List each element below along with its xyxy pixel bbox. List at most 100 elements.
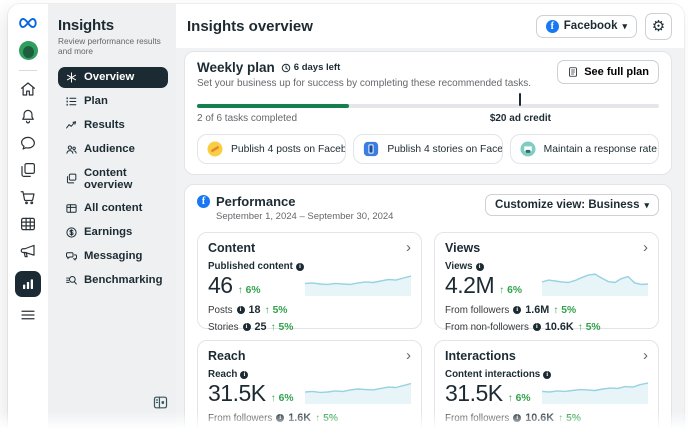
sidebar-item-overview[interactable]: Overview (58, 66, 168, 88)
sidebar-item-plan[interactable]: Plan (58, 91, 168, 112)
audience-people-icon (66, 145, 77, 154)
plan-clipboard-icon (569, 67, 578, 77)
info-icon[interactable]: i (475, 262, 484, 271)
metric-card-content[interactable]: Content › Published content i 46 ↑ 6% Pos… (197, 232, 422, 333)
sidebar-item-label: Benchmarking (84, 274, 163, 287)
metric-value: 4.2M (445, 272, 495, 298)
submetric-label: From followers (208, 412, 273, 424)
chevron-right-icon[interactable]: › (406, 239, 411, 256)
metric-value: 31.5K (445, 380, 503, 406)
inbox-chat-icon[interactable] (19, 134, 37, 152)
submetric-change: ↑ 5% (270, 321, 294, 333)
info-icon[interactable]: i (532, 323, 541, 331)
settings-gear-icon[interactable]: ⚙ (645, 12, 672, 40)
page-header: Insights overview f Facebook ▾ ⚙ (176, 4, 684, 48)
up-arrow-icon: ↑ (577, 321, 583, 333)
weekly-plan-title: Weekly plan (197, 60, 275, 75)
sidebar-item-benchmarking[interactable]: Benchmarking (58, 270, 168, 291)
progress-text: 2 of 6 tasks completed (197, 113, 298, 124)
submetric-value: 10.6K (545, 429, 574, 433)
metric-card-views[interactable]: Views › Views i 4.2M ↑ 6% From followers i… (434, 232, 659, 333)
task-publish-stories[interactable]: Publish 4 stories on Facebook (353, 134, 503, 164)
submetric-label: Stories (208, 321, 239, 333)
response-chat-icon (520, 141, 536, 157)
results-trend-icon (66, 120, 77, 129)
up-arrow-icon: ↑ (553, 304, 559, 316)
metric-change: ↑ 6% (499, 285, 523, 296)
submetric-label: From non-followers (445, 321, 529, 333)
up-arrow-icon: ↑ (264, 304, 270, 316)
sidebar-item-earnings[interactable]: Earnings (58, 222, 168, 243)
post-pencil-icon (207, 141, 223, 157)
info-icon[interactable]: i (242, 323, 251, 331)
metric-label: Reach (208, 369, 238, 380)
info-icon[interactable]: i (513, 414, 522, 422)
up-arrow-icon: ↑ (558, 412, 564, 424)
info-icon[interactable]: i (240, 370, 249, 379)
performance-card: f Performance September 1, 2024 – Septem… (184, 184, 672, 433)
chevron-right-icon[interactable]: › (643, 239, 648, 256)
task-label: Maintain a response rate of 50% (543, 143, 658, 155)
metric-value: 46 (208, 272, 233, 298)
sidebar-item-results[interactable]: Results (58, 115, 168, 136)
days-left-badge: 6 days left (281, 62, 340, 73)
task-response-rate[interactable]: Maintain a response rate of 50% (509, 134, 659, 164)
weekly-plan-subtitle: Set your business up for success by comp… (197, 78, 532, 89)
chevron-right-icon[interactable]: › (406, 347, 411, 364)
sidebar-item-all-content[interactable]: All content (58, 198, 168, 219)
up-arrow-icon: ↑ (237, 285, 243, 296)
metric-card-title: Views (445, 241, 481, 255)
commerce-cart-icon[interactable] (19, 188, 37, 206)
submetric-change: ↑ 5% (335, 430, 358, 433)
sidebar-item-audience[interactable]: Audience (58, 139, 168, 160)
content-copy-icon[interactable] (19, 161, 37, 179)
collapse-sidebar-icon[interactable] (152, 394, 169, 411)
customize-view-button[interactable]: Customize view: Business ▾ (485, 194, 659, 216)
weekly-plan-progress-bar (197, 93, 659, 108)
sparkline-chart (542, 273, 648, 296)
content-scroll-area: Weekly plan 6 days left Set your busines… (176, 48, 684, 433)
clock-icon (281, 63, 291, 72)
task-publish-posts[interactable]: Publish 4 posts on Facebook (197, 134, 347, 164)
metric-card-reach[interactable]: Reach › Reach i 31.5K ↑ 6% From followers… (197, 340, 422, 433)
submetric-change: ↑ 5% (577, 321, 601, 333)
metric-change: ↑ 6% (237, 285, 261, 296)
sidebar-item-label: Overview (84, 71, 135, 84)
info-icon[interactable]: i (513, 306, 522, 314)
page-selector-button[interactable]: f Facebook ▾ (535, 14, 637, 38)
info-icon[interactable]: i (276, 414, 285, 422)
facebook-logo-icon: f (545, 19, 559, 33)
metric-card-interactions[interactable]: Interactions › Content interactions i 31.… (434, 340, 659, 433)
submetric-value: 1.6M (525, 304, 550, 316)
task-label: Publish 4 stories on Facebook (387, 143, 503, 155)
insights-bar-chart-icon[interactable] (15, 271, 41, 297)
info-icon[interactable]: i (236, 306, 245, 314)
info-icon[interactable]: i (543, 370, 552, 379)
chevron-right-icon[interactable]: › (643, 347, 648, 364)
home-icon[interactable] (19, 80, 37, 98)
sparkline-chart (305, 382, 411, 404)
sidebar-item-label: Audience (84, 143, 135, 156)
sidebar-item-label: Content overview (84, 166, 133, 191)
up-arrow-icon: ↑ (335, 430, 340, 433)
sidebar-item-label: All content (84, 202, 143, 215)
ads-megaphone-icon[interactable] (19, 242, 37, 260)
planner-table-icon[interactable] (19, 215, 37, 233)
main-area: Insights overview f Facebook ▾ ⚙ Weekly … (176, 4, 684, 433)
up-arrow-icon: ↑ (499, 285, 505, 296)
more-menu-icon[interactable] (19, 306, 37, 324)
page-title: Insights overview (187, 17, 313, 35)
metric-card-title: Reach (208, 349, 246, 363)
metric-label: Views (445, 261, 473, 272)
notifications-bell-icon[interactable] (19, 107, 37, 125)
content-overview-icon (66, 173, 77, 184)
all-content-grid-icon (66, 203, 77, 213)
info-icon[interactable]: i (295, 262, 304, 271)
see-full-plan-button[interactable]: See full plan (557, 60, 659, 84)
business-avatar[interactable] (18, 41, 38, 60)
caret-down-icon: ▾ (622, 20, 627, 31)
up-arrow-icon: ↑ (578, 430, 583, 433)
sidebar-item-content-overview[interactable]: Content overview (58, 163, 168, 195)
sidebar-item-messaging[interactable]: Messaging (58, 246, 168, 267)
performance-date-range: September 1, 2024 – September 30, 2024 (216, 211, 394, 222)
